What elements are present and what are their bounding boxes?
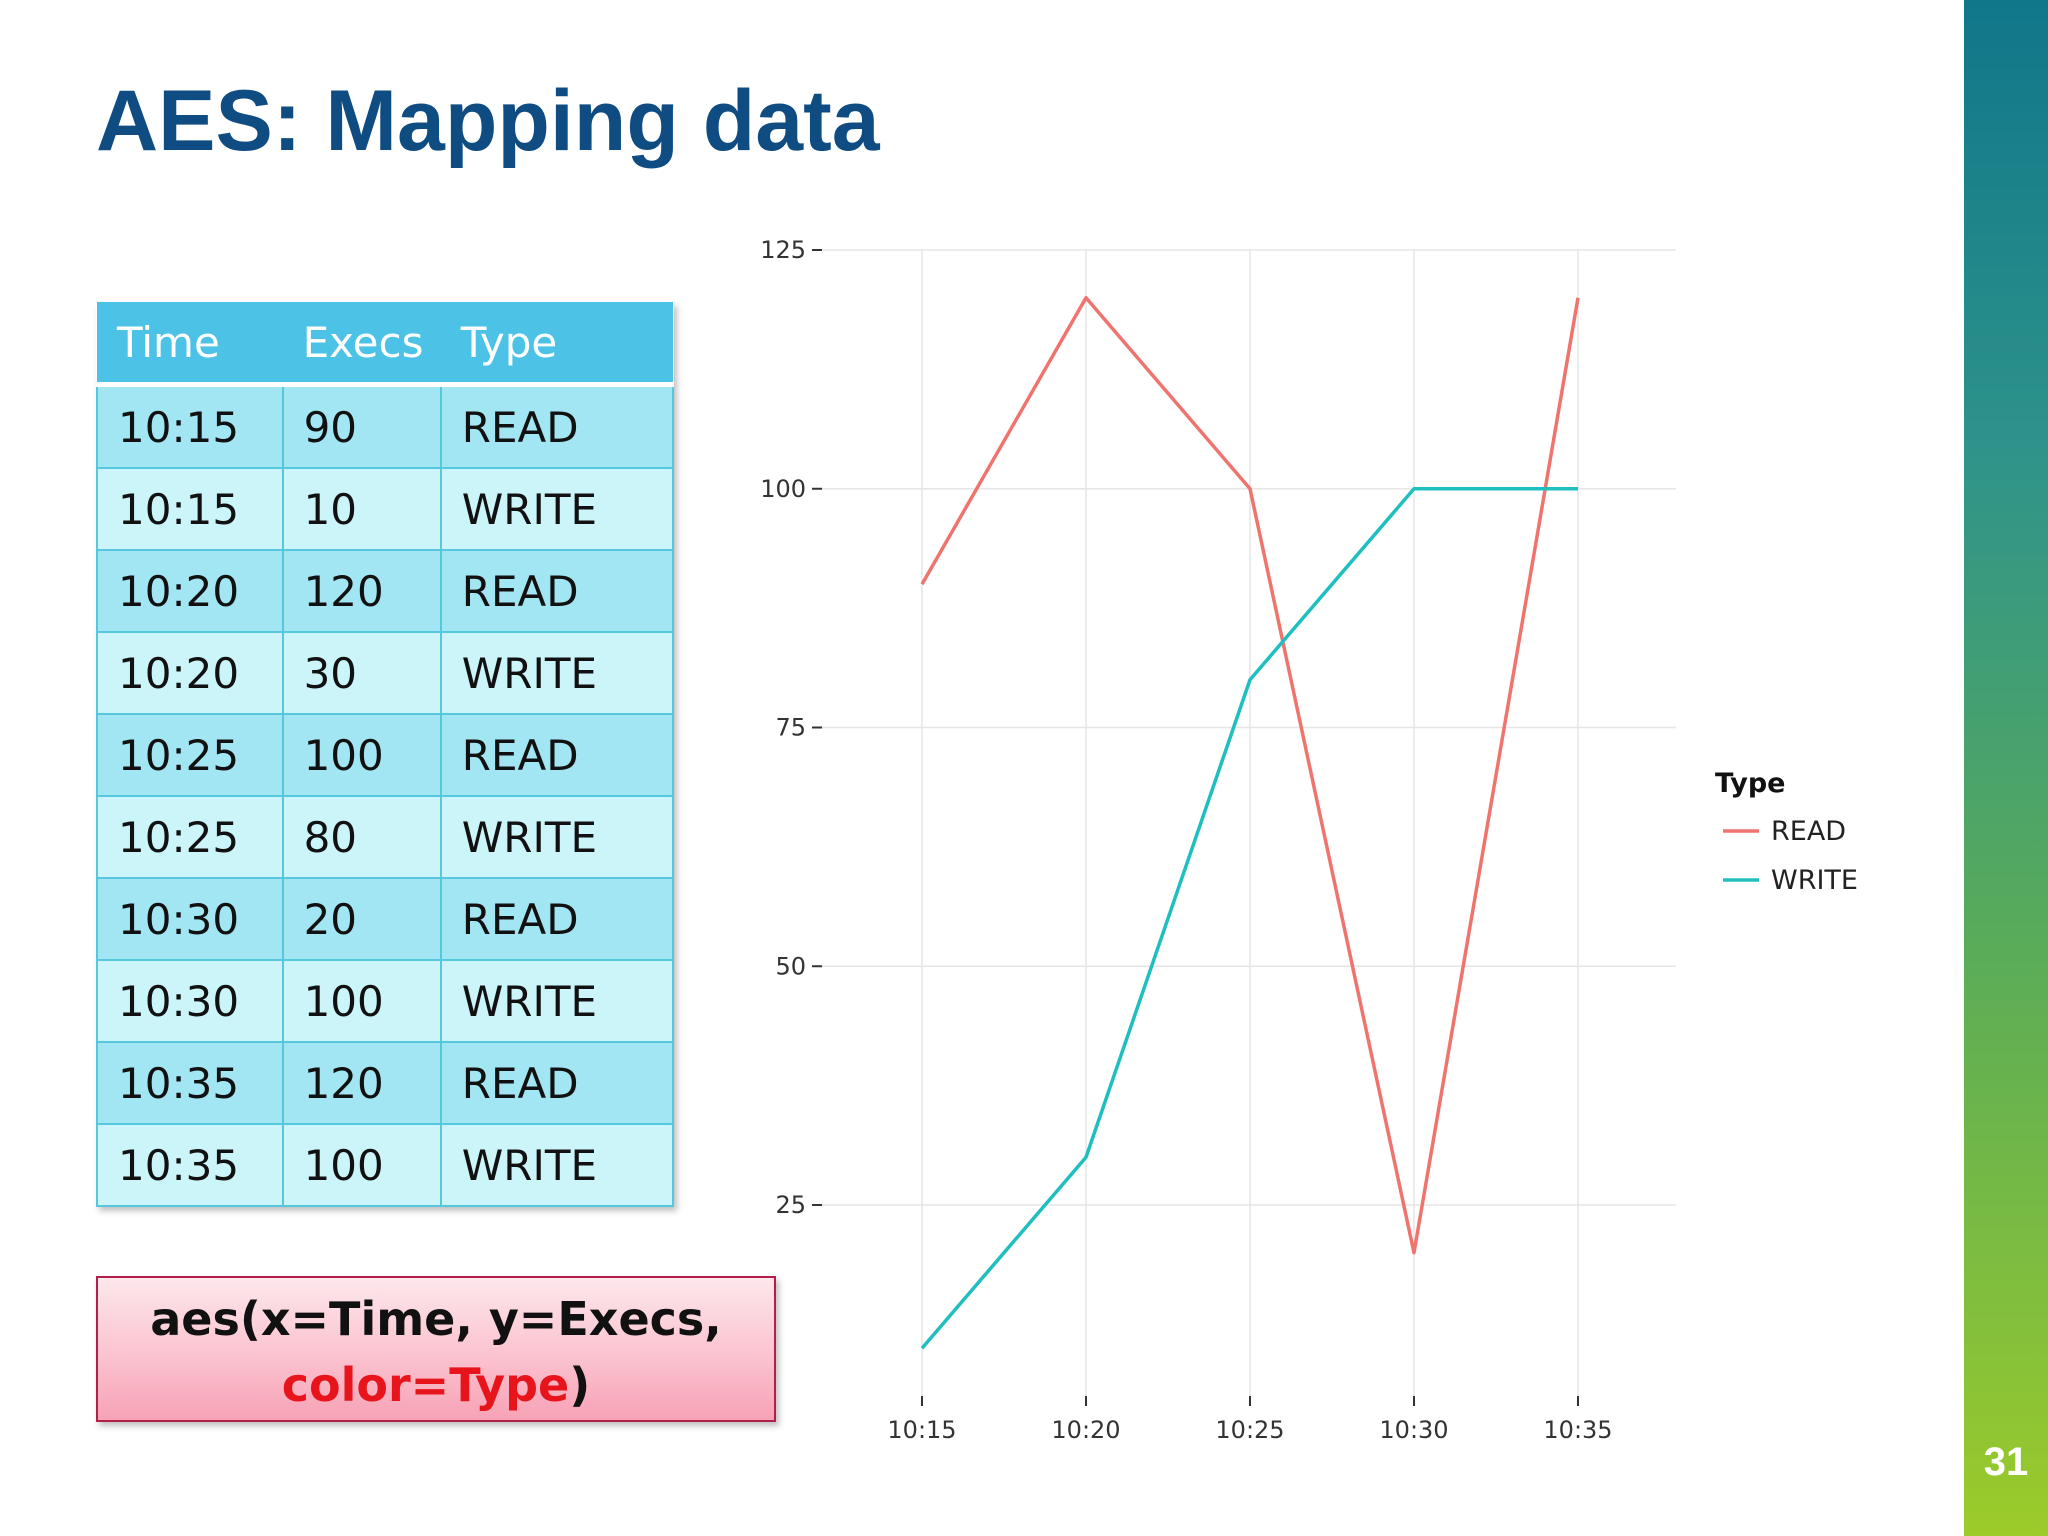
y-tick-label: 25 (775, 1191, 806, 1219)
series-line-read (920, 296, 1580, 1255)
page-number: 31 (1983, 1440, 2029, 1484)
slide-title: AES: Mapping data (96, 73, 880, 169)
cell-execs: 20 (281, 877, 442, 961)
y-tick-label: 50 (775, 952, 806, 980)
series-line-write (920, 487, 1578, 1350)
cell-time: 10:20 (96, 631, 284, 715)
cell-execs: 100 (281, 959, 442, 1043)
cell-execs: 80 (281, 795, 442, 879)
cell-type: WRITE (439, 1123, 675, 1207)
table-row: 10:35 100 WRITE (96, 1123, 675, 1207)
cell-type: READ (439, 549, 675, 633)
cell-execs: 120 (281, 549, 442, 633)
cell-type: READ (439, 713, 675, 797)
series (920, 296, 1580, 1350)
cell-execs: 10 (281, 467, 442, 551)
table-row: 10:20 120 READ (96, 549, 675, 633)
cell-execs: 100 (281, 1123, 442, 1207)
cell-execs: 100 (281, 713, 442, 797)
table-row: 10:30 100 WRITE (96, 959, 675, 1043)
aes-code-box: aes(x=Time, y=Execs, color=Type) (96, 1276, 776, 1422)
grid (822, 249, 1676, 1396)
cell-time: 10:15 (96, 467, 284, 551)
legend: Type READ WRITE (1715, 768, 1858, 896)
x-tick-label: 10:35 (1543, 1416, 1612, 1444)
cell-execs: 120 (281, 1041, 442, 1125)
table-row: 10:15 90 READ (96, 383, 675, 469)
legend-label: READ (1771, 816, 1846, 847)
cell-type: WRITE (439, 467, 675, 551)
header-execs: Execs (282, 302, 441, 387)
table-row: 10:15 10 WRITE (96, 467, 675, 551)
y-tick-label: 125 (760, 236, 806, 264)
cell-time: 10:25 (96, 795, 284, 879)
line-chart: 25 50 75 100 125 10:15 10:20 10:25 10:30 10:35 Ty… (760, 236, 1858, 1444)
cell-time: 10:30 (96, 959, 284, 1043)
table-row: 10:20 30 WRITE (96, 631, 675, 715)
cell-type: READ (439, 877, 675, 961)
table-header-row: Time Execs Type (97, 302, 673, 387)
side-accent-bar (1964, 0, 2048, 1536)
table-row: 10:25 80 WRITE (96, 795, 675, 879)
axes: 25 50 75 100 125 10:15 10:20 10:25 10:30 10:35 (760, 236, 1612, 1444)
x-tick-label: 10:25 (1215, 1416, 1284, 1444)
y-tick-label: 100 (760, 475, 806, 503)
cell-time: 10:35 (96, 1041, 284, 1125)
x-tick-label: 10:15 (887, 1416, 956, 1444)
data-table: Time Execs Type 10:15 90 READ 10:15 10 W… (96, 302, 675, 1207)
cell-execs: 90 (281, 383, 442, 469)
y-tick-label: 75 (775, 714, 806, 742)
legend-label: WRITE (1771, 865, 1858, 896)
x-tick-label: 10:30 (1379, 1416, 1448, 1444)
cell-type: READ (439, 1041, 675, 1125)
cell-execs: 30 (281, 631, 442, 715)
cell-time: 10:30 (96, 877, 284, 961)
cell-type: READ (439, 383, 675, 469)
cell-type: WRITE (439, 795, 675, 879)
cell-time: 10:15 (96, 383, 284, 469)
legend-title: Type (1715, 768, 1785, 799)
cell-time: 10:20 (96, 549, 284, 633)
cell-type: WRITE (439, 959, 675, 1043)
x-tick-label: 10:20 (1051, 1416, 1120, 1444)
header-time: Time (97, 302, 283, 387)
cell-type: WRITE (439, 631, 675, 715)
code-highlight: color=Type (281, 1358, 570, 1412)
code-line-1: aes(x=Time, y=Execs, (150, 1292, 722, 1346)
table-row: 10:35 120 READ (96, 1041, 675, 1125)
code-line-2: color=Type) (98, 1352, 774, 1418)
code-suffix: ) (569, 1358, 591, 1412)
table-row: 10:30 20 READ (96, 877, 675, 961)
header-type: Type (440, 302, 673, 387)
cell-time: 10:25 (96, 713, 284, 797)
table-row: 10:25 100 READ (96, 713, 675, 797)
cell-time: 10:35 (96, 1123, 284, 1207)
